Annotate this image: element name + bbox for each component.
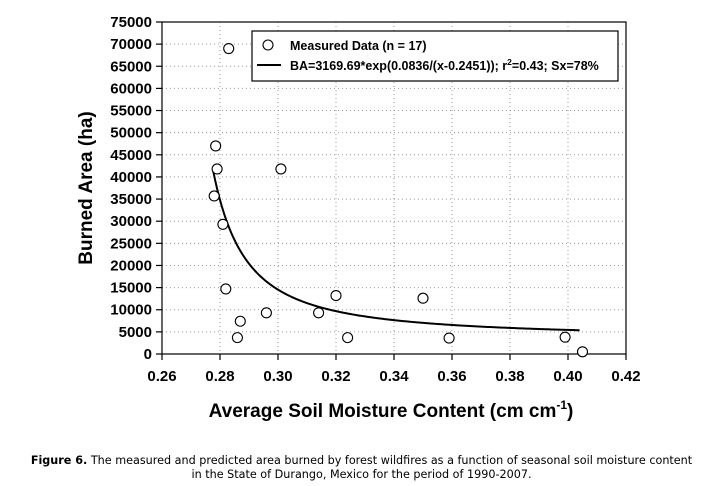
data-point (231, 332, 243, 344)
y-tick-label: 50000 (110, 125, 152, 142)
legend-measured-label: Measured Data (n = 17) (290, 39, 427, 53)
caption-line-1: Figure 6. The measured and predicted are… (0, 454, 723, 468)
x-tick-label: 0.42 (611, 368, 640, 385)
caption-label: Figure 6. (30, 454, 88, 467)
legend: Measured Data (n = 17) BA=3169.69*exp(0.… (251, 30, 619, 82)
x-axis-title-end: ) (567, 401, 573, 422)
data-point (234, 315, 246, 327)
data-point (211, 163, 223, 175)
data-point (210, 140, 222, 152)
x-tick-label: 0.28 (205, 368, 234, 385)
data-point (217, 218, 229, 230)
y-tick-labels: 0 5000 10000 15000 20000 25000 30000 35000 40000… (110, 14, 152, 363)
x-tick-label: 0.40 (553, 368, 582, 385)
x-tick-label: 0.26 (147, 368, 176, 385)
y-tick-label: 40000 (110, 169, 152, 186)
legend-fit-label: BA=3169.69*exp(0.0836/(x-0.2451)); r2=0.… (290, 57, 599, 73)
x-axis-title-sup: -1 (556, 398, 567, 412)
data-point (443, 332, 455, 344)
y-tick-label: 60000 (110, 80, 152, 97)
y-tick-label: 10000 (110, 302, 152, 319)
data-point (223, 43, 235, 55)
ticks (156, 21, 627, 360)
data-point (208, 190, 220, 202)
caption-text-1: The measured and predicted area burned b… (87, 454, 693, 467)
x-tick-label: 0.36 (437, 368, 466, 385)
data-point (220, 283, 232, 295)
x-tick-label: 0.34 (379, 368, 409, 385)
y-tick-label: 75000 (110, 14, 152, 31)
x-axis-title-main: Average Soil Moisture Content (cm cm (209, 401, 557, 422)
y-tick-label: 0 (144, 346, 152, 363)
y-tick-label: 35000 (110, 191, 152, 208)
legend-box (251, 30, 619, 82)
data-point (330, 290, 342, 302)
y-tick-label: 15000 (110, 280, 152, 297)
caption-line-2: in the State of Durango, Mexico for the … (191, 468, 532, 481)
y-tick-label: 25000 (110, 235, 152, 252)
x-axis-title: Average Soil Moisture Content (cm cm-1) (209, 398, 574, 422)
legend-fit-label-sup: 2 (507, 57, 512, 67)
y-tick-label: 55000 (110, 103, 152, 120)
x-tick-labels: 0.26 0.28 0.30 0.32 0.34 0.36 0.38 0.40 0.42 (147, 368, 640, 385)
y-axis-title: Burned Area (ha) (76, 111, 97, 264)
scatter-chart: 0.26 0.28 0.30 0.32 0.34 0.36 0.38 0.40 0.42 0 50… (76, 14, 641, 422)
legend-fit-label-a: BA=3169.69*exp(0.0836/(x-0.2451)); r (290, 59, 507, 73)
grid (162, 22, 626, 354)
x-tick-label: 0.38 (495, 368, 524, 385)
data-point (576, 346, 589, 358)
y-tick-label: 5000 (119, 324, 152, 341)
x-tick-label: 0.30 (263, 368, 292, 385)
y-tick-label: 65000 (110, 58, 152, 75)
data-point (275, 163, 287, 175)
data-point (417, 292, 429, 304)
data-points (208, 43, 589, 358)
data-point (313, 307, 325, 319)
figure-caption: Figure 6. The measured and predicted are… (0, 454, 723, 482)
data-point (559, 331, 571, 343)
data-point (260, 307, 272, 319)
y-tick-label: 30000 (110, 213, 152, 230)
data-point (342, 332, 354, 344)
legend-marker-circle (262, 39, 274, 51)
y-tick-label: 70000 (110, 36, 152, 53)
y-tick-label: 45000 (110, 147, 152, 164)
legend-fit-label-b: =0.43; Sx=78% (512, 59, 599, 73)
fit-curve (211, 168, 580, 332)
x-tick-label: 0.32 (321, 368, 350, 385)
y-tick-label: 20000 (110, 257, 152, 274)
